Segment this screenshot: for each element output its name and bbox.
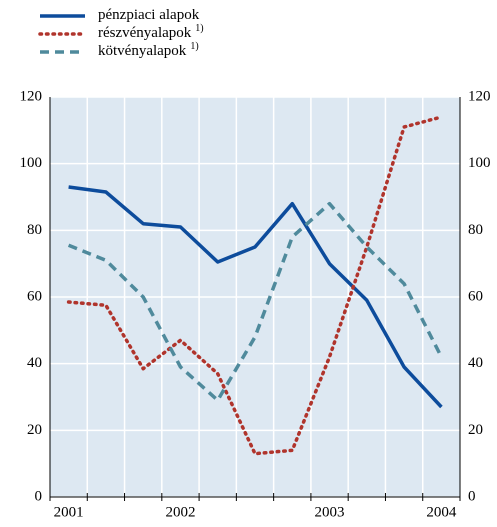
- y2-tick-label: 20: [468, 422, 483, 438]
- y2-tick-label: 60: [468, 288, 483, 304]
- y-tick-label: 40: [27, 355, 42, 371]
- series-line: [68, 185, 443, 409]
- series-line: [67, 201, 443, 403]
- y2-tick-label: 100: [468, 155, 491, 171]
- y-tick-label: 0: [35, 488, 43, 504]
- legend-label: részvényalapok 1): [98, 23, 204, 42]
- y-tick-label: 120: [20, 88, 43, 104]
- legend-note: 1): [195, 23, 203, 34]
- y2-tick-label: 0: [468, 488, 476, 504]
- y-tick-label: 60: [27, 288, 42, 304]
- y2-tick-label: 80: [468, 222, 483, 238]
- y-tick-label: 80: [27, 222, 42, 238]
- legend-note: 1): [190, 41, 198, 52]
- y2-tick-label: 40: [468, 355, 483, 371]
- x-tick-label: 2002: [165, 504, 195, 520]
- y2-tick-label: 120: [468, 88, 491, 104]
- x-tick-label: 2001: [54, 504, 84, 520]
- y-tick-label: 20: [27, 422, 42, 438]
- legend-name: pénzpiaci alapok: [98, 7, 200, 23]
- x-tick-label: 2004: [426, 504, 457, 520]
- legend-name: részvényalapok: [98, 25, 192, 41]
- legend-name: kötvényalapok: [98, 43, 187, 59]
- x-tick-label: 2003: [315, 504, 345, 520]
- series-line: [66, 115, 444, 456]
- legend-label: pénzpiaci alapok: [98, 7, 200, 23]
- y-tick-label: 100: [20, 155, 43, 171]
- legend-label: kötvényalapok 1): [98, 41, 199, 60]
